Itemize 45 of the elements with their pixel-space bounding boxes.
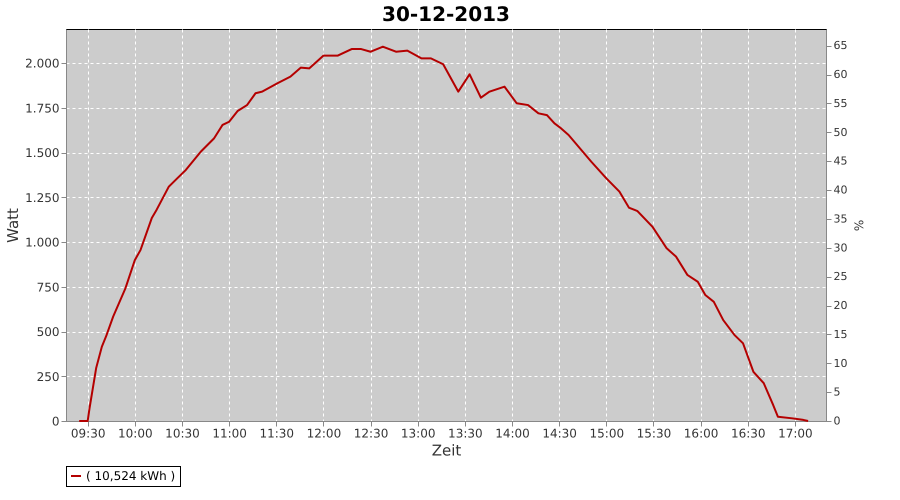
y2-tick-label: 45 <box>834 154 848 168</box>
legend-label: ( 10,524 kWh ) <box>86 469 176 483</box>
y2-tick-label: 55 <box>834 96 848 110</box>
line-series <box>78 46 810 422</box>
y-tick-label: 0 <box>52 414 60 428</box>
x-tick-label: 14:00 <box>495 426 530 440</box>
y-tick-label: 250 <box>36 370 60 384</box>
x-tick-label: 14:30 <box>542 426 577 440</box>
x-tick-label: 10:00 <box>118 426 153 440</box>
x-tick-label: 13:30 <box>448 426 483 440</box>
y2-tick-label: 10 <box>834 356 848 370</box>
y2-tick-label: 50 <box>834 126 848 139</box>
x-tick-label: 16:30 <box>730 426 766 440</box>
x-tick-label: 17:00 <box>778 426 813 440</box>
x-tick-label: 12:00 <box>306 426 342 440</box>
chart-title: 30-12-2013 <box>382 2 510 26</box>
y2-tick-label: 20 <box>834 299 848 312</box>
y-tick-label: 1.500 <box>25 146 60 160</box>
y-tick-label: 750 <box>36 280 60 294</box>
x-axis-title: Zeit <box>432 442 462 460</box>
y2-tick-label: 65 <box>834 39 848 52</box>
y2-tick-label: 35 <box>834 212 848 226</box>
x-tick-label: 12:30 <box>354 426 388 440</box>
y2-tick-label: 40 <box>834 184 848 197</box>
x-tick-label: 16:00 <box>684 426 718 440</box>
y-tick-label: 1.750 <box>25 101 60 116</box>
y2-tick-label: 15 <box>834 328 848 341</box>
x-tick-label: 09:30 <box>70 426 106 440</box>
y-tick-label: 500 <box>36 325 60 339</box>
x-tick-label: 11:30 <box>259 426 294 440</box>
y2-tick-label: 30 <box>834 241 848 254</box>
x-tick-label: 15:00 <box>590 426 624 440</box>
y2-tick-label: 25 <box>834 270 848 284</box>
y2-tick-label: 0 <box>834 414 840 428</box>
y2-tick-label: 60 <box>834 68 848 82</box>
x-tick-label: 13:00 <box>400 426 436 440</box>
y2-tick-label: 5 <box>834 386 840 399</box>
y-axis-title: Watt <box>4 208 22 243</box>
y-tick-label: 1.000 <box>25 236 60 250</box>
x-tick-label: 10:30 <box>165 426 200 440</box>
y2-axis-title: % <box>851 220 866 232</box>
x-tick-label: 11:00 <box>212 426 247 440</box>
x-tick-label: 15:30 <box>636 426 672 440</box>
y-tick-label: 1.250 <box>25 190 60 205</box>
y-tick-label: 2.000 <box>25 56 60 71</box>
